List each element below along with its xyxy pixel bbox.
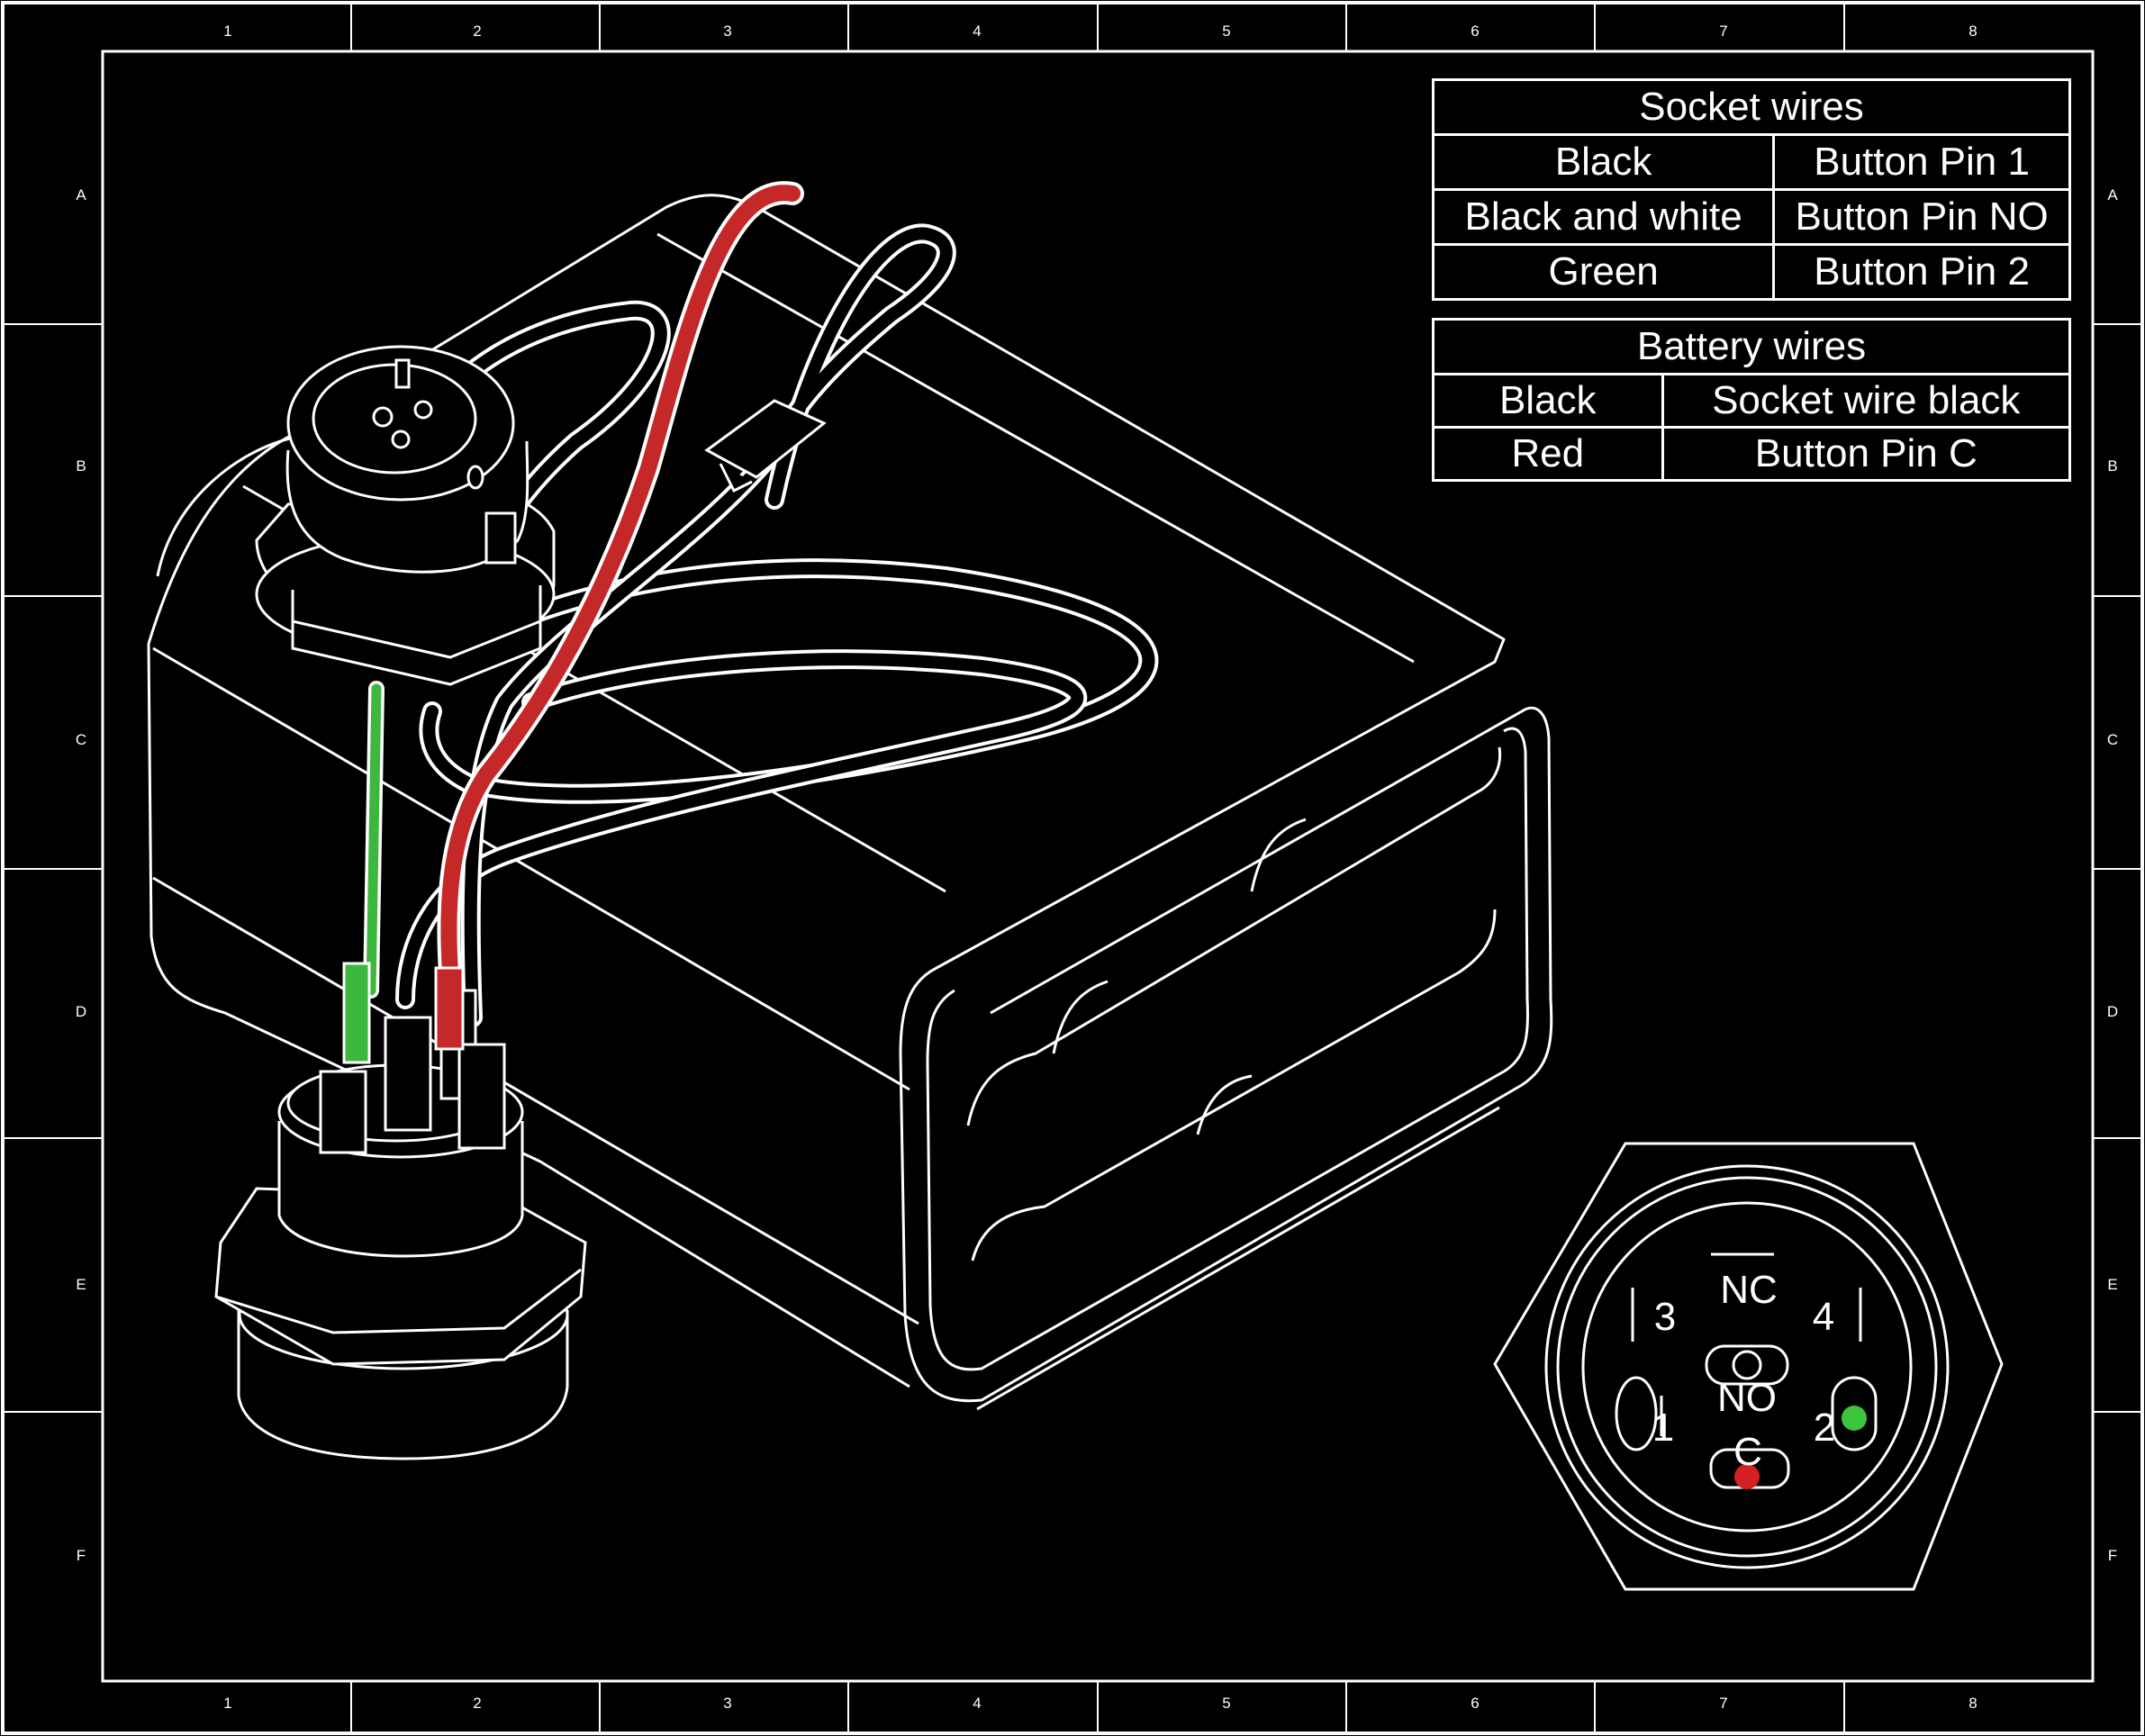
row-label-left: E [76, 1276, 86, 1293]
connection-cell: Button Pin NO [1772, 188, 2071, 246]
col-label-bottom: 7 [1719, 1695, 1727, 1712]
col-label-top: 4 [973, 23, 981, 40]
col-label-bottom: 2 [473, 1695, 481, 1712]
row-label-left: C [76, 731, 86, 748]
row-label-left: B [76, 457, 86, 475]
connection-cell: Button Pin 1 [1772, 133, 2071, 191]
col-label-bottom: 1 [223, 1695, 231, 1712]
row-ticks [3, 323, 2142, 1413]
row-label-left: A [76, 186, 86, 203]
battery-wires-table: Battery wires Black Socket wire black Re… [1432, 318, 2072, 482]
wire-color-cell: Red [1432, 426, 1664, 482]
col-label-top: 1 [223, 23, 231, 40]
col-label-top: 3 [723, 23, 731, 40]
red-wire [437, 181, 804, 984]
col-label-top: 5 [1222, 23, 1230, 40]
col-label-bottom: 4 [973, 1695, 981, 1712]
table-row: Black Socket wire black [1432, 373, 2072, 429]
column-labels: 1 2 3 4 5 6 7 8 1 2 3 4 5 6 7 8 [223, 23, 1977, 1712]
col-label-bottom: 5 [1222, 1695, 1230, 1712]
wire-color-cell: Black and white [1431, 188, 1776, 246]
col-label-top: 7 [1719, 23, 1727, 40]
wire-color-cell: Black [1431, 133, 1776, 191]
table-row: Black and white Button Pin NO [1431, 188, 2071, 246]
wire-sleeve [704, 399, 827, 493]
col-label-top: 2 [473, 23, 481, 40]
col-label-bottom: 8 [1969, 1695, 1977, 1712]
pin-label-c: C [1733, 1430, 1762, 1474]
pin-label-1: 1 [1652, 1406, 1674, 1450]
pin-label-4: 4 [1813, 1295, 1834, 1339]
row-label-right: B [2107, 457, 2117, 475]
row-label-right: E [2107, 1276, 2117, 1293]
col-label-bottom: 6 [1471, 1695, 1479, 1712]
table-row: Green Button Pin 2 [1431, 243, 2071, 301]
col-label-top: 6 [1471, 23, 1479, 40]
button-pinout [1493, 1142, 2004, 1591]
row-label-left: F [77, 1547, 86, 1564]
row-labels: A B C D E F A B C D E F [76, 186, 2118, 1564]
socket-table-title: Socket wires [1432, 78, 2071, 136]
col-label-top: 8 [1969, 23, 1977, 40]
col-label-bottom: 3 [723, 1695, 731, 1712]
column-ticks [350, 3, 1845, 1733]
row-label-right: D [2107, 1003, 2118, 1020]
row-label-right: A [2107, 186, 2118, 203]
push-button [214, 962, 587, 1460]
row-label-left: D [76, 1003, 86, 1020]
table-row: Red Button Pin C [1432, 426, 2072, 482]
wire-color-cell: Green [1431, 243, 1776, 301]
row-label-right: F [2108, 1547, 2117, 1564]
connection-cell: Button Pin C [1661, 426, 2072, 482]
pin-label-nc: NC [1720, 1268, 1778, 1312]
wire-color-cell: Black [1432, 373, 1664, 429]
pin-labels: NC 3 4 NO 1 2 C [1652, 1268, 1835, 1474]
socket-wires-table: Socket wires Black Button Pin 1 Black an… [1431, 78, 2071, 301]
pin-label-no: NO [1717, 1376, 1777, 1420]
battery-table-title: Battery wires [1432, 318, 2071, 375]
connection-cell: Socket wire black [1661, 373, 2072, 429]
pin-c-dot [1734, 1464, 1760, 1489]
pin-label-3: 3 [1654, 1295, 1676, 1339]
pin-label-2: 2 [1814, 1406, 1835, 1450]
green-wire [363, 681, 385, 999]
panel-socket [255, 345, 556, 686]
table-row: Black Button Pin 1 [1431, 133, 2071, 191]
connection-cell: Button Pin 2 [1772, 243, 2071, 301]
pin-2-dot [1842, 1406, 1867, 1431]
row-label-right: C [2107, 731, 2118, 748]
